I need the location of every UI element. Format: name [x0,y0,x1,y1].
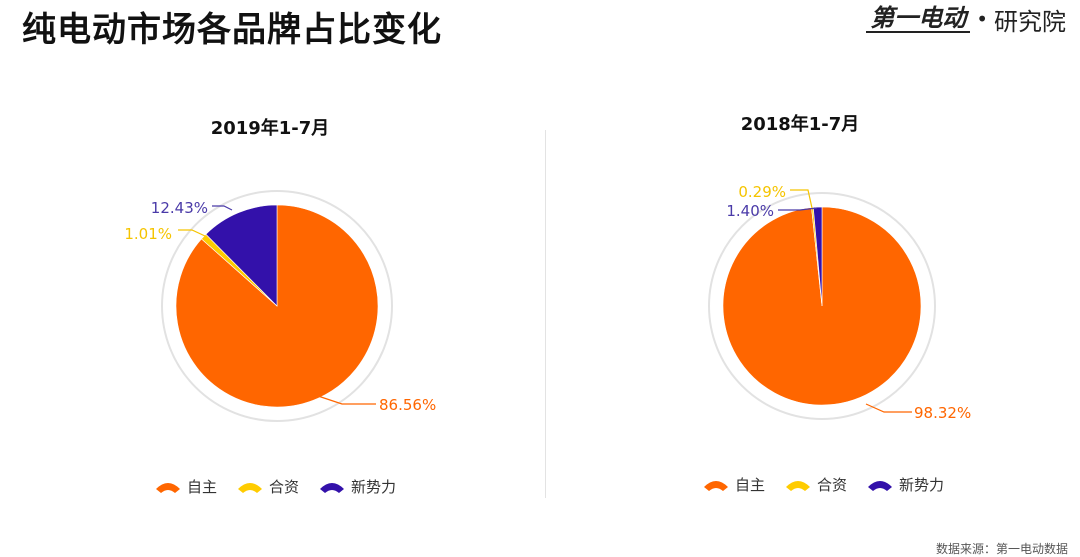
legend-item-new-entrant[interactable]: 新势力 [867,474,944,495]
data-label-domestic-2019: 86.56% [379,396,436,414]
logo-mark: 第一电动 [866,5,971,33]
leader-line-joint-venture-2018 [790,189,813,209]
legend-swatch-joint-venture [238,482,263,493]
data-label-new-entrant-2018: 1.40% [726,202,774,220]
page-title: 纯电动市场各品牌占比变化 [22,10,442,50]
pie-outer-ring-2018 [708,192,936,420]
data-label-joint-venture-2018: 0.29% [738,183,786,201]
legend-swatch-joint-venture [786,480,811,491]
legend-label: 合资 [269,478,300,496]
legend-swatch-domestic [156,482,180,493]
brand-logo: 第一电动 • 研究院 [866,2,1066,36]
legend-item-joint-venture[interactable]: 合资 [785,474,847,495]
data-label-new-entrant-2019: 12.43% [151,199,208,217]
legend-label: 自主 [735,476,766,494]
legend-swatch-new-entrant [320,482,345,493]
legend-label: 自主 [187,478,218,496]
legend-2019: 自主 合资 新势力 [155,476,396,497]
leader-line-domestic-2018 [865,403,912,413]
legend-2018: 自主 合资 新势力 [703,474,944,495]
chart-title-2019: 2019年1-7月 [210,118,330,139]
leader-line-joint-venture-2019 [178,229,206,237]
leader-line-new-entrant-2018 [778,207,818,211]
logo-text: 研究院 [994,7,1066,36]
legend-item-joint-venture[interactable]: 合资 [237,476,299,497]
data-label-domestic-2018: 98.32% [914,404,971,422]
leader-line-domestic-2019 [317,395,376,405]
data-label-joint-venture-2019: 1.01% [124,225,172,243]
pie-outer-ring-2019 [161,190,393,422]
legend-swatch-domestic [704,480,728,491]
legend-item-new-entrant[interactable]: 新势力 [319,476,396,497]
legend-label: 新势力 [351,478,397,496]
logo-separator-dot: • [976,7,988,31]
legend-item-domestic[interactable]: 自主 [703,474,765,495]
pie-slice-new-entrant-2019 [205,204,278,307]
legend-label: 新势力 [899,476,945,494]
pie-slice-new-entrant-2018 [812,206,823,307]
leader-line-new-entrant-2019 [212,205,233,211]
legend-swatch-new-entrant [868,480,893,491]
chart-title-2018: 2018年1-7月 [740,114,860,135]
legend-item-domestic[interactable]: 自主 [155,476,217,497]
chart-divider [545,130,546,498]
data-source-note: 数据来源：第一电动数据 [935,542,1068,556]
legend-label: 合资 [817,476,848,494]
